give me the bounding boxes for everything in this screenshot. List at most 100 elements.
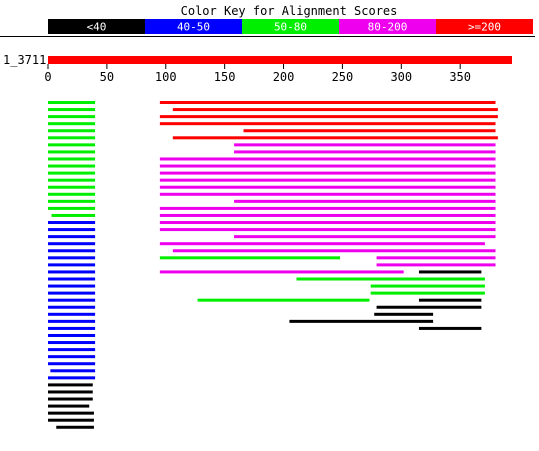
hit-segment xyxy=(48,136,96,140)
hit-segment xyxy=(159,242,485,246)
hit-segment xyxy=(370,291,485,295)
hit-segment xyxy=(48,291,96,295)
legend-label: 80-200 xyxy=(368,21,408,34)
hit-segment xyxy=(48,362,96,366)
hit-segment xyxy=(48,284,96,288)
hit-segment xyxy=(48,355,96,359)
hit-segment xyxy=(48,199,96,203)
hit-segment xyxy=(48,101,96,104)
axis-tick-label: 300 xyxy=(390,70,412,84)
query-bar xyxy=(48,56,512,64)
hit-segment xyxy=(159,115,498,119)
query-bar-group xyxy=(48,56,512,64)
hit-segment xyxy=(48,256,96,260)
hit-segment xyxy=(48,122,96,126)
hit-segment xyxy=(159,192,496,196)
hit-segment xyxy=(159,213,496,217)
hit-segment xyxy=(48,129,96,133)
hit-segment xyxy=(172,136,498,140)
hit-segment xyxy=(159,122,496,126)
axis-tick-label: 0 xyxy=(44,70,51,84)
hit-segment xyxy=(197,298,370,302)
hit-segment xyxy=(159,228,496,232)
hit-segment xyxy=(48,312,96,316)
hit-segment xyxy=(159,206,496,210)
hit-bars xyxy=(48,101,498,429)
legend-swatch xyxy=(48,19,145,34)
hit-segment xyxy=(159,270,404,274)
hit-segment xyxy=(48,164,96,168)
hit-segment xyxy=(48,411,94,415)
axis-tick-label: 100 xyxy=(155,70,177,84)
hit-segment xyxy=(48,171,96,175)
hit-segment xyxy=(48,305,96,309)
hit-segment xyxy=(296,277,485,281)
hit-segment xyxy=(48,242,96,246)
hit-segment xyxy=(48,333,96,337)
legend-swatch xyxy=(436,19,533,34)
axis-tick-label: 150 xyxy=(214,70,236,84)
hit-segment xyxy=(51,213,96,217)
hit-segment xyxy=(370,284,485,288)
x-axis: 0 50 100 150 200 250 300 350 xyxy=(44,64,471,84)
hit-segment xyxy=(172,108,498,112)
hit-segment xyxy=(48,397,93,401)
hit-segment xyxy=(48,277,96,281)
hit-segment xyxy=(48,249,96,253)
hit-segment xyxy=(159,164,496,168)
hit-segment xyxy=(48,319,96,323)
hit-segment xyxy=(376,256,496,260)
axis-tick-label: 50 xyxy=(100,70,114,84)
hit-segment xyxy=(48,143,96,147)
hit-segment xyxy=(159,221,496,225)
hit-segment xyxy=(48,298,96,302)
hit-segment xyxy=(48,228,96,232)
hit-segment xyxy=(376,263,496,267)
query-label: 1_3711 xyxy=(3,53,46,67)
color-key-legend: <40 40-50 50-80 80-200 >=200 xyxy=(48,19,533,34)
chart-title: Color Key for Alignment Scores xyxy=(181,4,398,18)
hit-segment xyxy=(48,157,96,161)
hit-segment xyxy=(376,305,482,309)
hit-segment xyxy=(48,150,96,154)
hit-segment xyxy=(48,206,96,210)
hit-segment xyxy=(48,326,96,330)
legend-label: 40-50 xyxy=(177,21,210,34)
hit-segment xyxy=(48,404,90,408)
hit-segment xyxy=(48,390,93,394)
hit-segment xyxy=(48,270,96,274)
hit-segment xyxy=(234,150,496,154)
hit-segment xyxy=(48,235,96,239)
hit-segment xyxy=(48,185,96,189)
axis-tick-label: 200 xyxy=(273,70,295,84)
axis-tick-label: 350 xyxy=(449,70,471,84)
legend-swatch xyxy=(242,19,339,34)
hit-segment xyxy=(159,256,341,260)
hit-segment xyxy=(159,178,496,182)
hit-segment xyxy=(234,143,496,147)
hit-segment xyxy=(418,326,482,330)
hit-segment xyxy=(48,341,96,345)
legend-swatch xyxy=(145,19,242,34)
hit-segment xyxy=(418,270,482,274)
hit-segment xyxy=(374,312,434,316)
hit-segment xyxy=(289,319,434,323)
hit-segment xyxy=(50,369,96,373)
axis-tick-label: 250 xyxy=(332,70,354,84)
hit-segment xyxy=(48,221,96,225)
hit-segment xyxy=(48,348,96,352)
hit-segment xyxy=(159,185,496,189)
legend-label: >=200 xyxy=(468,21,501,34)
hit-segment xyxy=(159,101,496,104)
hit-segment xyxy=(234,199,496,203)
hit-segment xyxy=(48,178,96,182)
hit-segment xyxy=(48,376,96,380)
hit-segment xyxy=(48,383,93,387)
hit-segment xyxy=(48,115,96,119)
legend-label: 50-80 xyxy=(274,21,307,34)
hit-segment xyxy=(159,157,496,161)
hit-segment xyxy=(56,425,94,429)
hit-segment xyxy=(234,235,496,239)
hit-segment xyxy=(48,418,94,422)
